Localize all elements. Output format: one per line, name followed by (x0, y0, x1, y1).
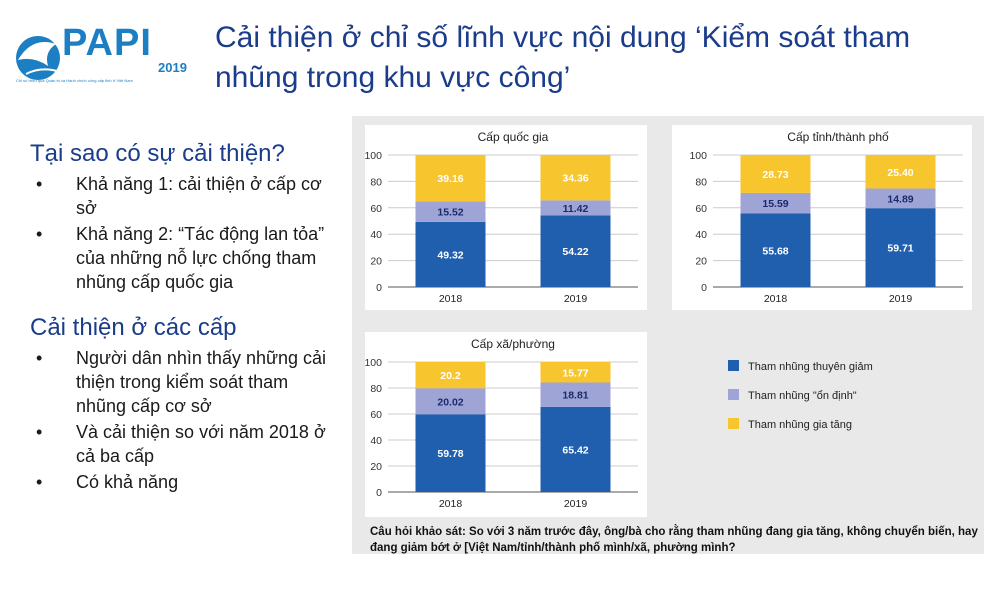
data-label: 34.36 (562, 173, 588, 185)
legend-label: Tham nhũng "ổn định" (748, 390, 857, 402)
data-label: 28.73 (762, 169, 788, 181)
bar-segment (540, 155, 611, 201)
chart-title: Cấp xã/phường (471, 337, 555, 351)
y-tick-label: 60 (370, 203, 382, 215)
x-tick-label: 2018 (764, 293, 788, 305)
logo-subtitle: Chỉ số Hiệu quả Quản trị và Hành chính c… (16, 78, 133, 83)
legend-label: Tham nhũng thuyên giảm (748, 361, 873, 373)
data-label: 14.89 (887, 193, 913, 205)
bar-segment (740, 155, 811, 193)
section-heading-why: Tại sao có sự cải thiện? (30, 140, 285, 167)
x-tick-label: 2019 (889, 293, 913, 305)
left-panel: Tại sao có sự cải thiện? • Khả năng 1: cả… (30, 140, 340, 496)
list-item: • Người dân nhìn thấy những cải thiện tro… (36, 348, 327, 416)
y-tick-label: 80 (695, 176, 707, 188)
y-tick-label: 40 (370, 435, 382, 447)
data-label: 49.32 (437, 249, 463, 261)
legend-swatch (728, 360, 739, 371)
y-tick-label: 40 (370, 229, 382, 241)
bar-segment (415, 221, 486, 287)
y-tick-label: 20 (370, 461, 382, 473)
papi-logo (8, 22, 198, 92)
data-label: 11.42 (563, 203, 589, 215)
y-tick-label: 100 (364, 357, 382, 369)
bar-segment (865, 208, 936, 287)
data-label: 20.02 (437, 396, 463, 408)
logo-year: 2019 (158, 60, 187, 75)
bar-segment (415, 388, 486, 415)
bullet-list-levels: • Người dân nhìn thấy những cải thiện tro… (30, 346, 340, 494)
data-label: 59.71 (887, 243, 913, 255)
data-label: 15.52 (437, 207, 463, 219)
data-label: 59.78 (437, 448, 463, 460)
list-item: • Và cải thiện so với năm 2018 ở cả ba cấ… (36, 422, 326, 466)
y-tick-label: 0 (376, 282, 382, 294)
data-label: 18.81 (562, 390, 588, 402)
bar-segment (415, 155, 486, 202)
data-label: 65.42 (562, 444, 588, 456)
y-tick-label: 60 (370, 409, 382, 421)
logo-text: PAPI (62, 22, 152, 64)
data-label: 25.40 (887, 167, 913, 179)
bar-segment (865, 155, 936, 189)
page-title: Cải thiện ở chỉ số lĩnh vực nội dung ‘Ki… (215, 21, 911, 94)
section-heading-levels: Cải thiện ở các cấp (30, 314, 237, 341)
y-tick-label: 100 (689, 150, 707, 162)
y-tick-label: 0 (376, 487, 382, 499)
data-label: 15.59 (762, 198, 788, 210)
bar-segment (740, 192, 811, 214)
data-label: 54.22 (562, 246, 588, 258)
legend-swatch (728, 389, 739, 400)
list-item: • Có khả năng (36, 472, 179, 492)
bar-segment (540, 215, 611, 287)
bar-segment (415, 414, 486, 492)
y-tick-label: 60 (695, 203, 707, 215)
bar-segment (740, 213, 811, 287)
data-label: 39.16 (437, 173, 463, 185)
bar-segment (540, 382, 611, 407)
bar-segment (415, 201, 486, 222)
legend-panel (672, 332, 972, 517)
y-tick-label: 20 (370, 256, 382, 268)
y-tick-label: 40 (695, 229, 707, 241)
legend-swatch (728, 418, 739, 429)
y-tick-label: 80 (370, 383, 382, 395)
data-label: 15.77 (562, 367, 588, 379)
dove-icon (16, 36, 61, 80)
y-tick-label: 80 (370, 176, 382, 188)
x-tick-label: 2019 (564, 293, 588, 305)
chart-title: Cấp quốc gia (478, 130, 549, 144)
bar-segment (540, 362, 611, 383)
y-tick-label: 100 (364, 150, 382, 162)
x-tick-label: 2018 (439, 498, 463, 510)
survey-question-note: Câu hỏi khảo sát: So với 3 năm trước đây… (370, 526, 978, 554)
x-tick-label: 2018 (439, 293, 463, 305)
y-tick-label: 0 (701, 282, 707, 294)
bar-segment (540, 406, 611, 492)
bar-segment (540, 200, 611, 216)
list-item: • Khả năng 1: cải thiện ở cấp cơ sở (36, 174, 322, 218)
x-tick-label: 2019 (564, 498, 588, 510)
bar-segment (415, 362, 486, 389)
list-item: • Khả năng 2: “Tác động lan tỏa” của nhữn… (36, 224, 325, 292)
y-tick-label: 20 (695, 256, 707, 268)
chart-title: Cấp tỉnh/thành phố (787, 130, 889, 144)
bullet-list-why: • Khả năng 1: cải thiện ở cấp cơ sở • Khả … (30, 172, 340, 294)
data-label: 20.2 (440, 370, 461, 382)
data-label: 55.68 (762, 245, 788, 257)
bar-segment (865, 188, 936, 209)
legend-label: Tham nhũng gia tăng (748, 419, 852, 431)
